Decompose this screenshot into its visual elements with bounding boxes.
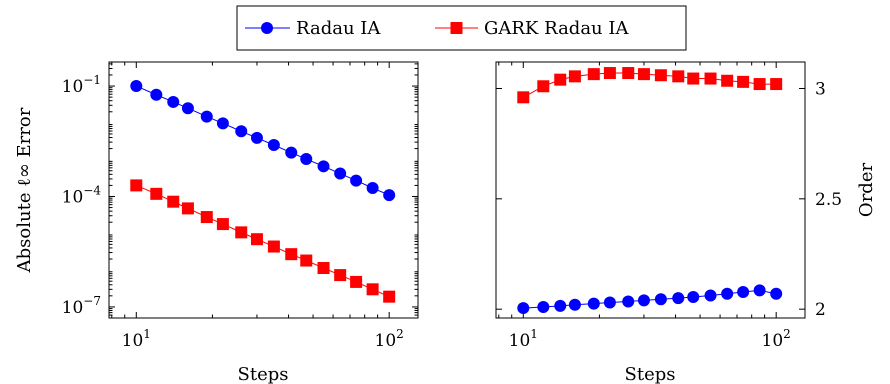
order-plot-point-radau-ia <box>568 298 581 311</box>
error-plot-point-radau-ia <box>167 95 180 108</box>
order-plot-point-radau-ia <box>672 292 685 305</box>
order-plot-point-radau-ia <box>603 296 616 309</box>
order-plot-point-gark-radau-ia <box>672 70 685 83</box>
error-plot-frame <box>108 61 419 319</box>
order-plot-point-radau-ia <box>687 291 700 304</box>
error-plot-y-tick-label: 10−1 <box>62 73 101 97</box>
error-plot-point-radau-ia <box>350 174 363 187</box>
order-plot-point-gark-radau-ia <box>603 67 616 80</box>
error-plot-series <box>130 80 396 303</box>
error-plot-point-gark-radau-ia <box>130 179 143 192</box>
order-plot-y-axis-label: Order <box>856 163 877 218</box>
error-plot-point-radau-ia <box>235 125 248 138</box>
error-plot-point-radau-ia <box>250 131 263 144</box>
order-plot-point-gark-radau-ia <box>568 70 581 83</box>
error-plot-point-radau-ia <box>334 167 347 180</box>
error-plot-line-gark-radau-ia <box>136 184 390 298</box>
error-plot-point-gark-radau-ia <box>250 233 263 246</box>
legend-entry-gark-radau-ia: GARK Radau IA <box>435 18 629 39</box>
legend-entry-radau-ia: Radau IA <box>245 18 381 39</box>
error-plot-point-gark-radau-ia <box>383 290 396 303</box>
order-plot-x-axis-label: Steps <box>625 364 676 384</box>
error-plot-point-radau-ia <box>285 146 298 159</box>
error-plot-point-gark-radau-ia <box>366 283 379 296</box>
order-plot-ticks: 101 102 2 2.5 3 <box>496 62 842 351</box>
error-plot-point-gark-radau-ia <box>150 187 163 200</box>
order-plot-point-radau-ia <box>770 287 783 300</box>
legend: Radau IA GARK Radau IA <box>236 5 687 51</box>
order-plot: 101 102 2 2.5 3 Steps Order <box>495 61 877 384</box>
error-plot-x-tick-label: 102 <box>375 327 404 351</box>
order-plot-line-radau-ia <box>523 289 777 309</box>
error-plot-point-gark-radau-ia <box>181 202 194 215</box>
order-plot-point-gark-radau-ia <box>770 78 783 91</box>
order-plot-y-tick-label: 3 <box>815 79 826 99</box>
order-plot-point-gark-radau-ia <box>637 68 650 81</box>
error-plot-point-gark-radau-ia <box>216 218 229 231</box>
error-plot-point-radau-ia <box>216 117 229 130</box>
order-plot-point-gark-radau-ia <box>704 72 717 85</box>
error-plot-point-gark-radau-ia <box>285 248 298 261</box>
error-plot-point-gark-radau-ia <box>235 226 248 239</box>
order-plot-point-gark-radau-ia <box>721 74 734 87</box>
error-plot-point-gark-radau-ia <box>200 211 213 224</box>
order-plot-x-tick-label: 102 <box>762 327 791 351</box>
order-plot-point-gark-radau-ia <box>554 73 567 86</box>
order-plot-series <box>517 67 783 315</box>
error-plot: 101 102 10−7 10−4 10−1 Steps Absolute ℓ∞ Err… <box>14 61 419 384</box>
order-plot-point-gark-radau-ia <box>687 72 700 85</box>
error-plot-line-radau-ia <box>136 85 390 196</box>
error-plot-point-radau-ia <box>383 189 396 202</box>
order-plot-point-gark-radau-ia <box>537 80 550 93</box>
order-plot-point-gark-radau-ia <box>753 78 766 91</box>
order-plot-point-radau-ia <box>622 295 635 308</box>
error-plot-point-gark-radau-ia <box>167 195 180 208</box>
order-plot-point-radau-ia <box>737 285 750 298</box>
error-plot-y-axis-label: Absolute ℓ∞ Error <box>14 107 35 273</box>
order-plot-point-gark-radau-ia <box>737 75 750 88</box>
order-plot-point-gark-radau-ia <box>654 69 667 82</box>
error-plot-ticks: 101 102 10−7 10−4 10−1 <box>62 62 418 351</box>
error-plot-point-gark-radau-ia <box>334 269 347 282</box>
order-plot-point-radau-ia <box>537 300 550 313</box>
error-plot-point-gark-radau-ia <box>317 262 330 275</box>
error-plot-point-radau-ia <box>267 139 280 152</box>
order-plot-point-radau-ia <box>554 299 567 312</box>
order-plot-point-radau-ia <box>654 293 667 306</box>
error-plot-y-tick-label: 10−7 <box>62 294 101 318</box>
order-plot-y-tick-label: 2.5 <box>815 190 842 210</box>
error-plot-point-gark-radau-ia <box>300 254 313 267</box>
order-plot-point-radau-ia <box>704 289 717 302</box>
order-plot-point-radau-ia <box>587 297 600 310</box>
error-plot-y-tick-label: 10−4 <box>62 183 102 207</box>
order-plot-point-radau-ia <box>753 284 766 297</box>
error-plot-point-radau-ia <box>150 88 163 101</box>
error-plot-point-gark-radau-ia <box>350 275 363 288</box>
order-plot-point-gark-radau-ia <box>622 67 635 80</box>
error-plot-point-radau-ia <box>317 160 330 173</box>
order-plot-frame <box>495 61 806 319</box>
error-plot-x-tick-label: 101 <box>122 327 151 351</box>
legend-marker-radau-ia <box>261 22 273 34</box>
error-plot-point-radau-ia <box>300 153 313 166</box>
order-plot-point-gark-radau-ia <box>587 68 600 81</box>
order-plot-y-tick-label: 2 <box>815 300 826 320</box>
error-plot-point-radau-ia <box>200 110 213 123</box>
order-plot-x-tick-label: 101 <box>509 327 538 351</box>
error-plot-point-radau-ia <box>181 102 194 115</box>
legend-label-radau-ia: Radau IA <box>296 18 381 39</box>
order-plot-line-gark-radau-ia <box>523 72 777 98</box>
order-plot-point-gark-radau-ia <box>517 91 530 104</box>
order-plot-point-radau-ia <box>721 287 734 300</box>
order-plot-point-radau-ia <box>517 302 530 315</box>
error-plot-point-gark-radau-ia <box>267 240 280 253</box>
order-plot-point-radau-ia <box>637 294 650 307</box>
error-plot-point-radau-ia <box>130 80 143 93</box>
error-plot-point-radau-ia <box>366 181 379 194</box>
legend-marker-gark-radau-ia <box>450 22 463 34</box>
error-plot-x-axis-label: Steps <box>238 364 289 384</box>
legend-label-gark-radau-ia: GARK Radau IA <box>484 18 629 39</box>
